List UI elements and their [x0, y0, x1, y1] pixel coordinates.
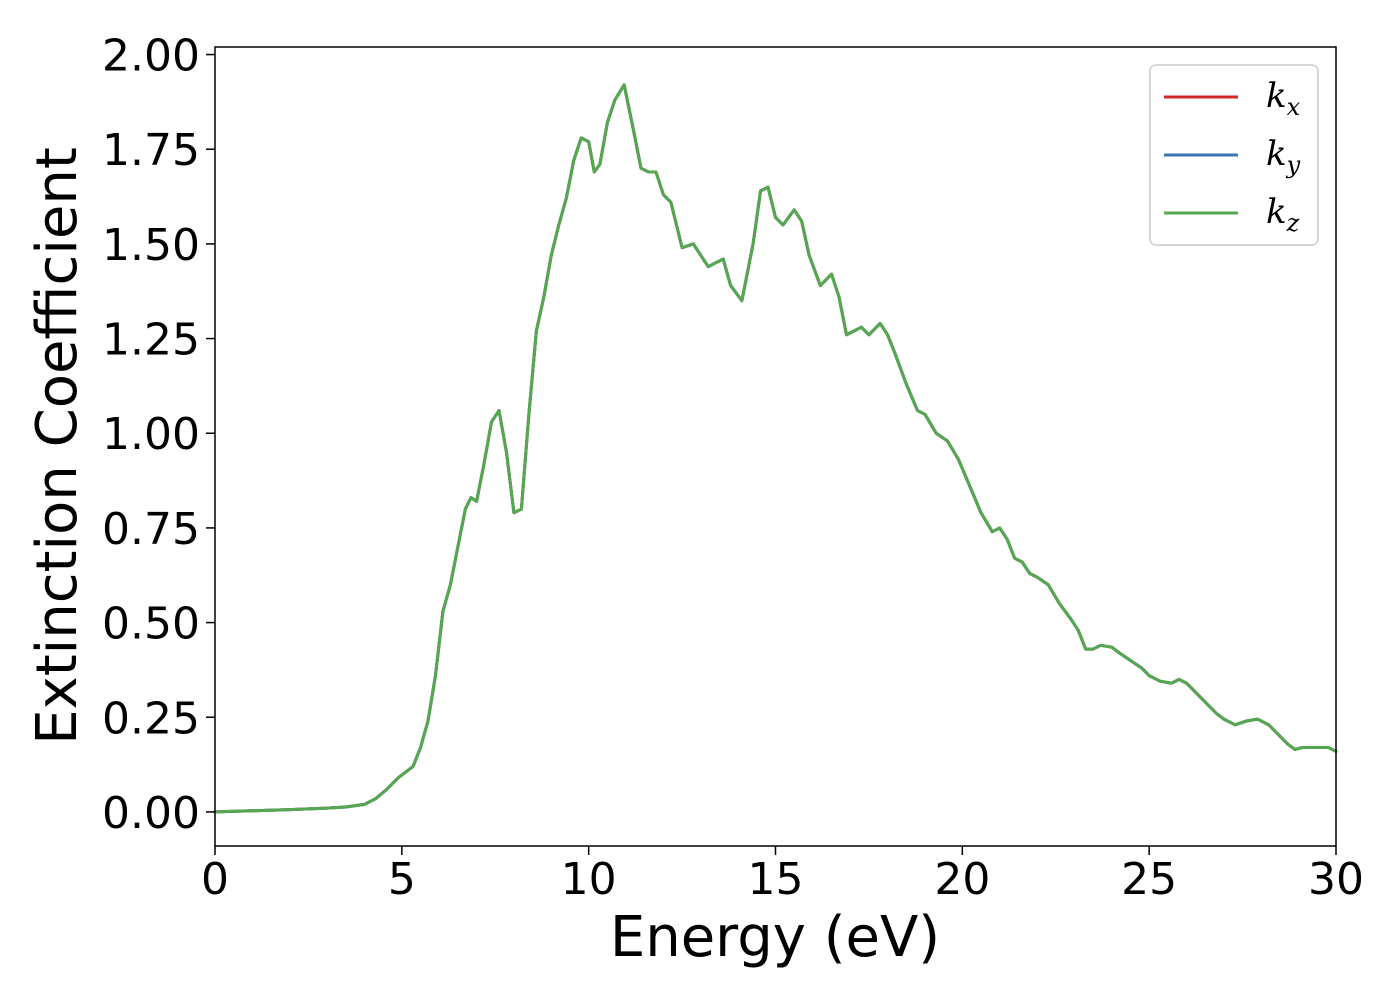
series-line-kz — [213, 83, 1338, 814]
x-tick-label: 5 — [388, 854, 416, 905]
x-tick-label: 10 — [561, 854, 617, 905]
legend-label-kx: kx — [1266, 76, 1301, 121]
legend: kx ky kz — [1149, 64, 1319, 246]
plot-lines — [213, 83, 1338, 814]
y-tick-label: 0.00 — [102, 788, 200, 839]
x-tick-label: 30 — [1308, 854, 1364, 905]
y-tick-label: 0.25 — [102, 693, 200, 744]
legend-label-ky: ky — [1266, 134, 1301, 179]
y-tick-label: 1.25 — [102, 315, 200, 366]
y-tick-label: 1.00 — [102, 409, 200, 460]
x-tick-label: 15 — [748, 854, 804, 905]
x-tick-label: 25 — [1121, 854, 1177, 905]
y-tick-label: 0.50 — [102, 599, 200, 650]
y-tick-label: 2.00 — [102, 31, 200, 82]
y-tick-label: 1.50 — [102, 220, 200, 271]
x-axis-label: Energy (eV) — [610, 905, 940, 970]
y-axis-ticks: 0.00 0.25 0.50 0.75 1.00 1.25 1.50 1.75 2.00 — [102, 31, 215, 839]
x-tick-label: 0 — [201, 854, 229, 905]
y-tick-label: 1.75 — [102, 125, 200, 176]
y-tick-label: 0.75 — [102, 504, 200, 555]
legend-label-kz: kz — [1266, 192, 1300, 237]
y-axis-label: Extinction Coefficient — [25, 147, 90, 745]
x-axis-ticks: 0 5 10 15 20 25 30 — [201, 846, 1364, 905]
x-tick-label: 20 — [934, 854, 990, 905]
